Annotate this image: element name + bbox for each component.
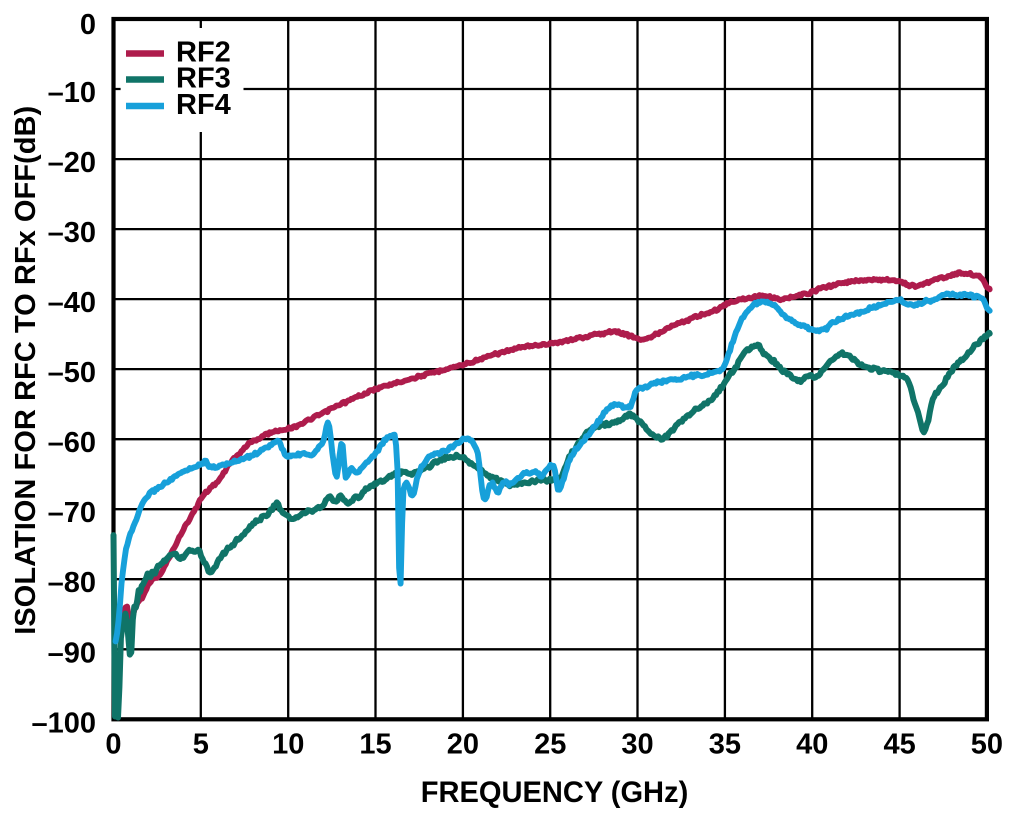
- svg-text:ISOLATION FOR RFC TO RFx OFF(d: ISOLATION FOR RFC TO RFx OFF(dB): [10, 106, 42, 635]
- svg-text:RF3: RF3: [176, 63, 231, 95]
- svg-text:5: 5: [193, 729, 209, 761]
- svg-text:35: 35: [709, 729, 741, 761]
- svg-text:25: 25: [534, 729, 566, 761]
- svg-text:–10: –10: [48, 77, 96, 109]
- svg-text:40: 40: [796, 729, 828, 761]
- svg-text:–100: –100: [31, 707, 96, 739]
- svg-text:30: 30: [621, 729, 653, 761]
- svg-text:–50: –50: [48, 357, 96, 389]
- svg-text:20: 20: [447, 729, 479, 761]
- svg-text:45: 45: [883, 729, 915, 761]
- svg-text:10: 10: [272, 729, 304, 761]
- svg-text:0: 0: [80, 9, 96, 41]
- svg-text:RF2: RF2: [176, 37, 231, 69]
- svg-text:RF4: RF4: [176, 89, 231, 121]
- svg-text:15: 15: [359, 729, 391, 761]
- svg-text:FREQUENCY (GHz): FREQUENCY (GHz): [421, 776, 689, 809]
- svg-text:–60: –60: [48, 427, 96, 459]
- svg-text:–40: –40: [48, 287, 96, 319]
- svg-text:–70: –70: [48, 497, 96, 529]
- svg-text:–90: –90: [48, 637, 96, 669]
- svg-text:–20: –20: [48, 147, 96, 179]
- svg-text:–80: –80: [48, 567, 96, 599]
- svg-text:–30: –30: [48, 217, 96, 249]
- svg-text:0: 0: [105, 729, 121, 761]
- svg-text:50: 50: [971, 729, 1003, 761]
